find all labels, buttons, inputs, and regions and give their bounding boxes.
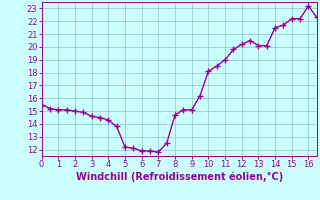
X-axis label: Windchill (Refroidissement éolien,°C): Windchill (Refroidissement éolien,°C) bbox=[76, 172, 283, 182]
